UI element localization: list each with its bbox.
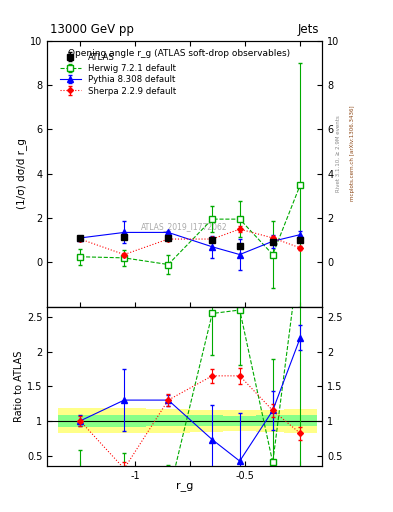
Text: ATLAS_2019_I1772062: ATLAS_2019_I1772062 (141, 222, 228, 231)
Text: Opening angle r_g (ATLAS soft-drop observables): Opening angle r_g (ATLAS soft-drop obser… (68, 49, 290, 58)
Text: 13000 GeV pp: 13000 GeV pp (50, 23, 134, 36)
Legend: ATLAS, Herwig 7.2.1 default, Pythia 8.308 default, Sherpa 2.2.9 default: ATLAS, Herwig 7.2.1 default, Pythia 8.30… (57, 51, 179, 98)
X-axis label: r_g: r_g (176, 482, 193, 492)
Text: mcplots.cern.ch [arXiv:1306.3436]: mcplots.cern.ch [arXiv:1306.3436] (350, 106, 355, 201)
Text: Jets: Jets (298, 23, 320, 36)
Y-axis label: Ratio to ATLAS: Ratio to ATLAS (14, 351, 24, 422)
Y-axis label: (1/σ) dσ/d r_g: (1/σ) dσ/d r_g (17, 138, 27, 209)
Text: Rivet 3.1.10, ≥ 2.9M events: Rivet 3.1.10, ≥ 2.9M events (336, 115, 341, 192)
